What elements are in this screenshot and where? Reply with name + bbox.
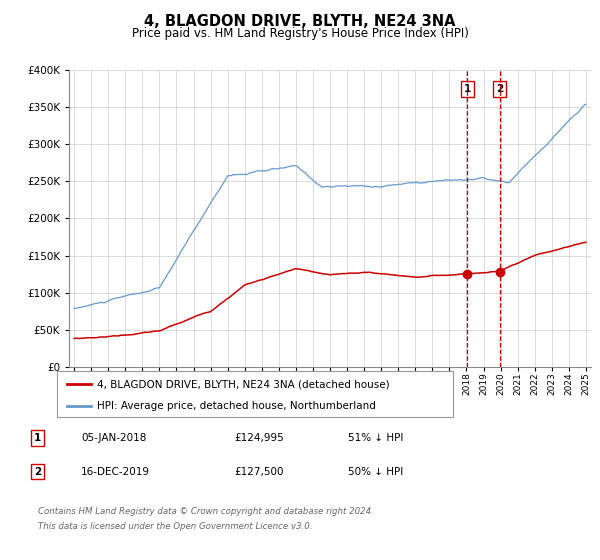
Text: 1: 1 <box>464 85 471 94</box>
Text: This data is licensed under the Open Government Licence v3.0.: This data is licensed under the Open Gov… <box>38 522 313 531</box>
Text: Price paid vs. HM Land Registry's House Price Index (HPI): Price paid vs. HM Land Registry's House … <box>131 27 469 40</box>
Text: 1: 1 <box>34 433 41 443</box>
Text: Contains HM Land Registry data © Crown copyright and database right 2024.: Contains HM Land Registry data © Crown c… <box>38 507 374 516</box>
Text: 2: 2 <box>496 85 503 94</box>
Text: £127,500: £127,500 <box>234 466 284 477</box>
Text: 51% ↓ HPI: 51% ↓ HPI <box>348 433 403 443</box>
Text: 4, BLAGDON DRIVE, BLYTH, NE24 3NA: 4, BLAGDON DRIVE, BLYTH, NE24 3NA <box>144 14 456 29</box>
Text: 16-DEC-2019: 16-DEC-2019 <box>81 466 150 477</box>
Text: HPI: Average price, detached house, Northumberland: HPI: Average price, detached house, Nort… <box>97 401 376 410</box>
Text: 05-JAN-2018: 05-JAN-2018 <box>81 433 146 443</box>
Text: 50% ↓ HPI: 50% ↓ HPI <box>348 466 403 477</box>
Text: 2: 2 <box>34 466 41 477</box>
Text: 4, BLAGDON DRIVE, BLYTH, NE24 3NA (detached house): 4, BLAGDON DRIVE, BLYTH, NE24 3NA (detac… <box>97 379 389 389</box>
Text: £124,995: £124,995 <box>234 433 284 443</box>
